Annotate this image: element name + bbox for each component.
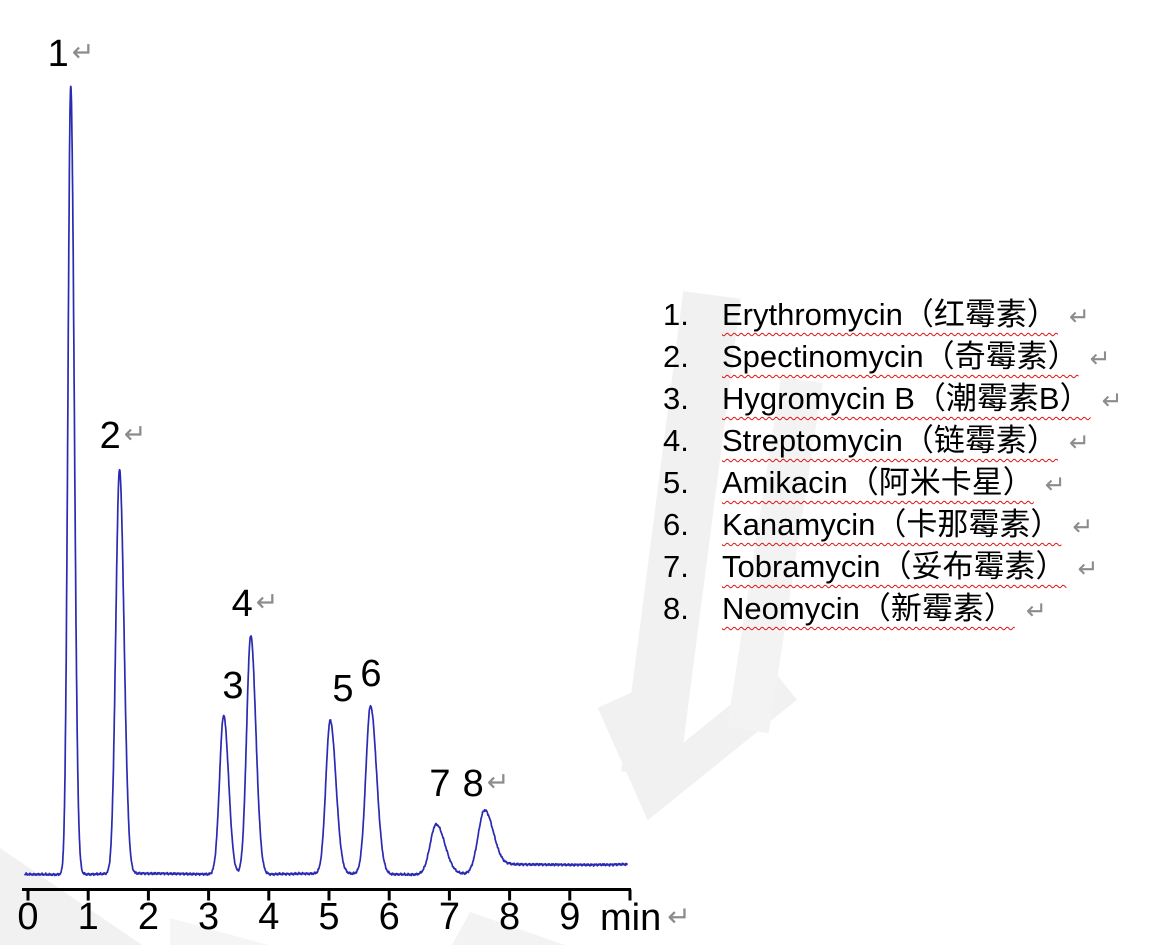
legend-item-number: 4. (663, 423, 689, 458)
legend-item-number: 8. (663, 591, 689, 626)
return-mark-icon: ↵ (1072, 513, 1094, 541)
watermark-band (727, 376, 823, 734)
return-mark-icon: ↵ (1025, 597, 1047, 625)
legend-item-text: Streptomycin（链霉素） (722, 423, 1058, 458)
return-mark-icon: ↵ (1101, 387, 1123, 415)
legend-item-4: 4. Streptomycin（链霉素） ↵ (663, 421, 1123, 463)
return-mark-icon: ↵ (1077, 555, 1099, 583)
legend-item-7: 7. Tobramycin（妥布霉素） ↵ (663, 547, 1123, 589)
watermark-corner-shape (0, 848, 142, 945)
legend-item-5: 5. Amikacin（阿米卡星） ↵ (663, 463, 1123, 505)
compound-legend: 1. Erythromycin（红霉素） ↵ 2. Spectinomycin（奇霉素）… (663, 295, 1123, 631)
legend-item-text: Tobramycin（妥布霉素） (722, 549, 1067, 584)
legend-item-number: 5. (663, 465, 689, 500)
watermark-shape (452, 912, 565, 945)
legend-item-number: 3. (663, 381, 689, 416)
return-mark-icon: ↵ (1068, 303, 1090, 331)
legend-item-number: 6. (663, 507, 689, 542)
watermark-band (621, 291, 741, 779)
legend-item-number: 7. (663, 549, 689, 584)
legend-item-number: 1. (663, 297, 689, 332)
legend-item-number: 2. (663, 339, 689, 374)
return-mark-icon: ↵ (1068, 429, 1090, 457)
legend-item-text: Kanamycin（卡那霉素） (722, 507, 1062, 542)
return-mark-icon: ↵ (1044, 471, 1066, 499)
legend-item-text: Erythromycin（红霉素） (722, 297, 1058, 332)
legend-item-text: Hygromycin B（潮霉素B） (722, 381, 1091, 416)
legend-item-3: 3. Hygromycin B（潮霉素B） ↵ (663, 379, 1123, 421)
legend-item-6: 6. Kanamycin（卡那霉素） ↵ (663, 505, 1123, 547)
chromatogram-trace (24, 85, 628, 877)
watermark-shape (170, 918, 268, 945)
legend-item-1: 1. Erythromycin（红霉素） ↵ (663, 295, 1123, 337)
return-mark-icon: ↵ (1089, 345, 1111, 373)
legend-item-text: Amikacin（阿米卡星） (722, 465, 1034, 500)
legend-item-2: 2. Spectinomycin（奇霉素） ↵ (663, 337, 1123, 379)
legend-item-text: Neomycin（新霉素） (722, 591, 1015, 626)
legend-item-8: 8. Neomycin（新霉素） ↵ (663, 589, 1123, 631)
chromatogram-plot (22, 85, 632, 901)
legend-item-text: Spectinomycin（奇霉素） (722, 339, 1079, 374)
